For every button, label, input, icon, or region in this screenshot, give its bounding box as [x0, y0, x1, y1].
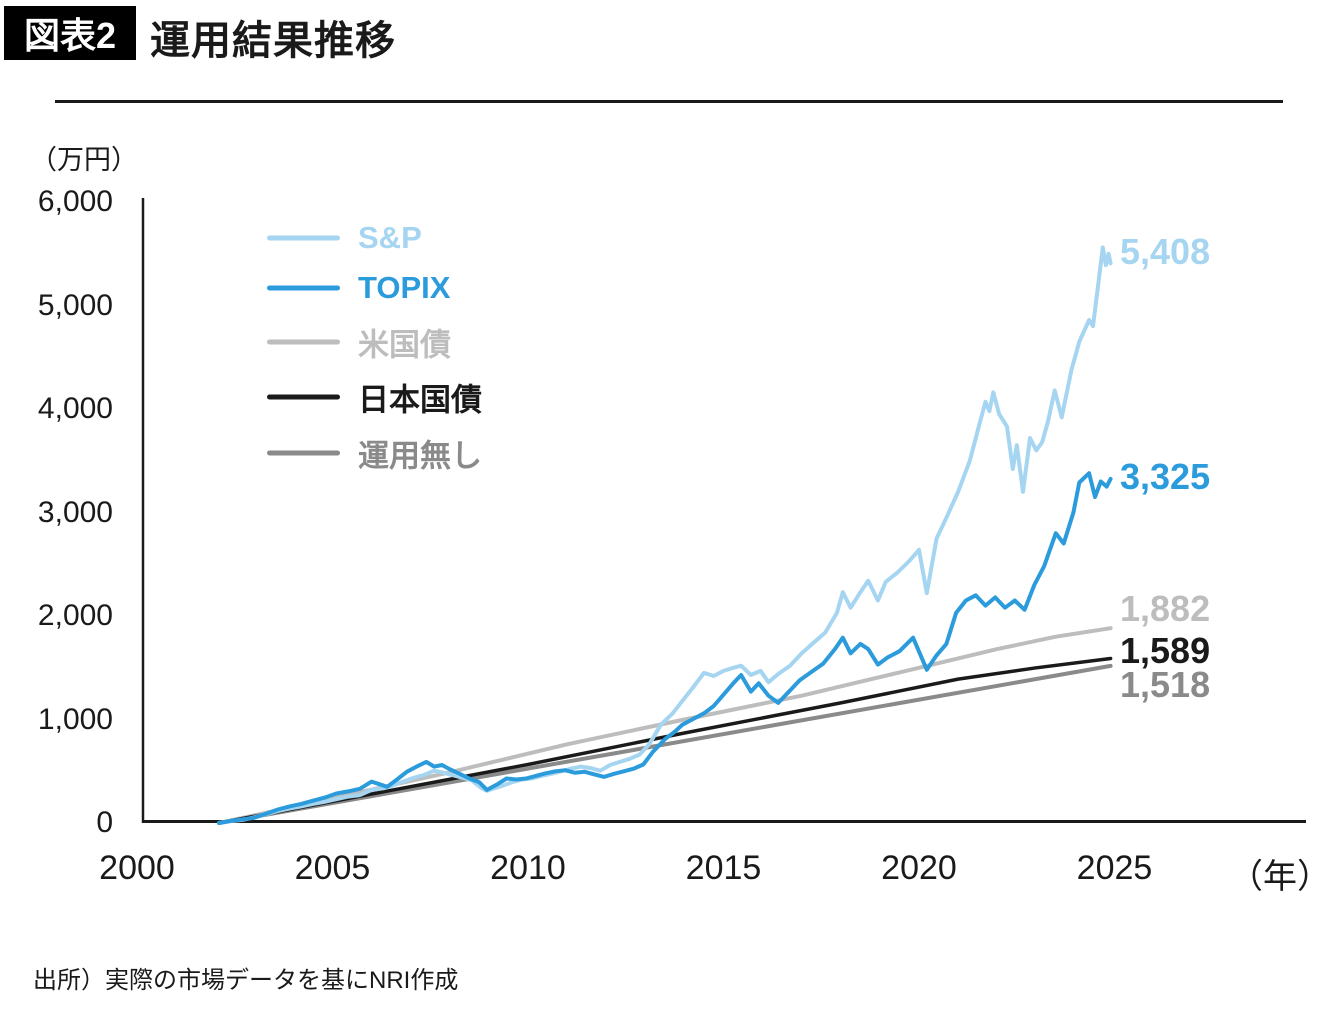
y-tick-label: 4,000	[37, 392, 113, 425]
x-axis-unit-label: （年）	[1229, 858, 1331, 896]
series-end-value: 1,882	[1120, 588, 1211, 630]
series-end-value: 5,408	[1120, 231, 1211, 273]
y-tick-label: 5,000	[37, 288, 113, 322]
y-tick-label: 6,000	[37, 185, 113, 218]
series-end-value: 1,589	[1120, 629, 1211, 671]
series-line-4	[217, 656, 1113, 825]
series-line-5	[217, 663, 1113, 825]
x-tick-label: 2010	[490, 849, 566, 887]
x-tick-label: 2025	[1076, 849, 1153, 887]
series-line-1	[217, 245, 1113, 825]
x-tick-label: 2020	[881, 849, 957, 887]
series-line-2	[217, 471, 1113, 825]
legend-label: 運用無し	[358, 438, 482, 474]
x-tick-label: 2005	[294, 849, 371, 887]
y-tick-label: 3,000	[37, 495, 113, 529]
legend-line-swatch	[267, 394, 340, 400]
legend-label: 米国債	[358, 327, 451, 363]
legend-line-swatch	[267, 235, 340, 241]
y-tick-label: 2,000	[37, 599, 113, 632]
legend-label: S&P	[358, 220, 422, 255]
figure-tag-badge: 図表2	[4, 6, 136, 60]
title-divider	[55, 100, 1283, 103]
series-line-3	[217, 626, 1113, 825]
series-end-value: 1,518	[1120, 663, 1211, 705]
y-tick-label: 1,000	[37, 702, 113, 736]
y-tick-label: 0	[96, 806, 113, 839]
legend-line-swatch	[267, 339, 340, 345]
x-tick-label: 2000	[99, 849, 175, 887]
figure-title: 運用結果推移	[150, 19, 396, 63]
legend-label: 日本国債	[358, 382, 482, 418]
legend-line-swatch	[267, 285, 340, 291]
x-tick-label: 2015	[685, 849, 762, 887]
figure-tag-text: 図表2	[23, 15, 117, 56]
series-end-value: 3,325	[1120, 455, 1211, 497]
legend-line-swatch	[267, 450, 340, 456]
legend-label: TOPIX	[358, 270, 451, 305]
source-note: 出所）実際の市場データを基にNRI作成	[33, 967, 459, 994]
y-axis-unit-label: （万円）	[30, 145, 138, 175]
